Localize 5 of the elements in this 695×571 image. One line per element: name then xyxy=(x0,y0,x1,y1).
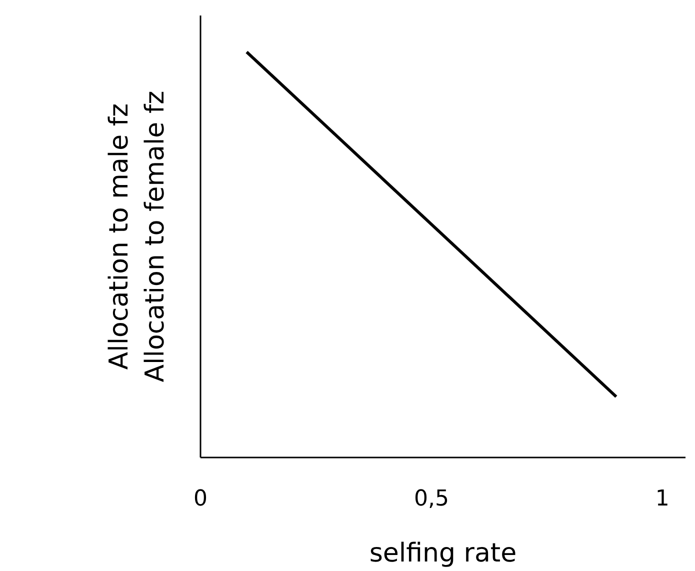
x-tick-label: 0 xyxy=(194,486,208,512)
y-axis-title: Allocation to male fz Allocation to female fz xyxy=(104,90,170,382)
x-axis-title: selfing rate xyxy=(369,538,517,568)
x-tick-label: 0,5 xyxy=(414,486,449,512)
x-tick-label: 1 xyxy=(655,486,670,512)
